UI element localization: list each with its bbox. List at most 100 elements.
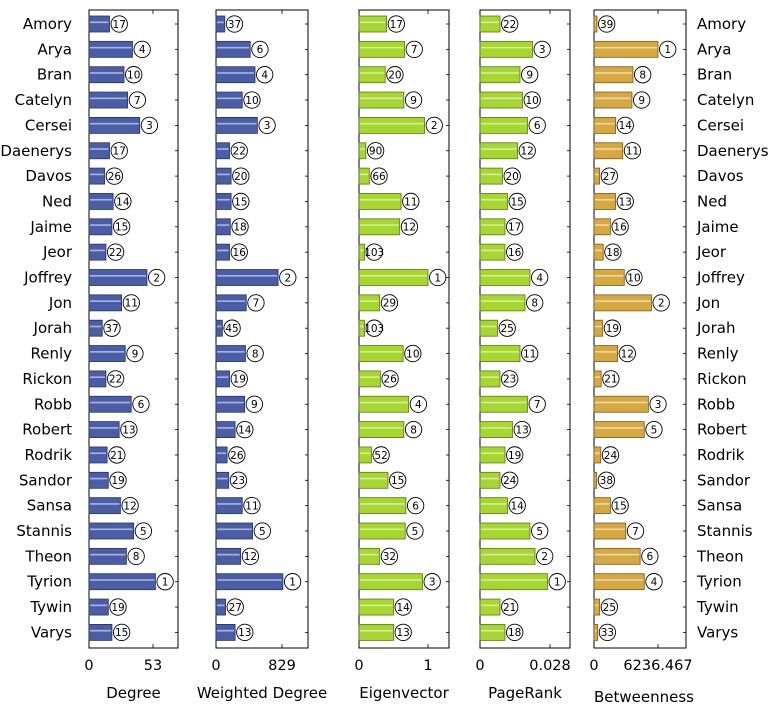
bar-highlight	[595, 46, 657, 49]
rank-label: 6	[534, 120, 541, 132]
rank-label: 13	[516, 424, 529, 436]
rank-label: 7	[134, 95, 141, 107]
rank-label: 9	[410, 95, 417, 107]
bar	[358, 395, 410, 413]
rank-circle	[134, 522, 153, 540]
panel-betweenness: 3918914112713161810219122135243815764253…	[589, 9, 694, 706]
rank-label: 22	[109, 374, 122, 386]
rank-circle	[498, 319, 516, 337]
rank-label: 14	[116, 196, 130, 208]
category-label-right: Jorah	[696, 319, 735, 337]
bar	[479, 66, 521, 84]
rank-label: 26	[108, 171, 122, 183]
category-label-left: Sansa	[27, 497, 72, 515]
bar	[88, 598, 109, 616]
rank-label: 22	[109, 247, 122, 259]
rank-label: 19	[606, 323, 619, 335]
bar-highlight	[360, 528, 405, 531]
rank-label: 9	[638, 95, 645, 107]
bar	[479, 40, 533, 58]
bar	[593, 91, 633, 109]
rank-label: 4	[261, 70, 268, 82]
bar-highlight	[217, 275, 278, 277]
rank-circle	[518, 142, 536, 160]
bar-highlight	[217, 122, 257, 125]
rank-circle	[114, 192, 132, 211]
bar	[88, 497, 121, 515]
rank-circle	[394, 598, 412, 616]
bar	[593, 421, 645, 439]
rank-label: 90	[369, 146, 382, 158]
bar-highlight	[595, 376, 601, 378]
rank-label: 1	[434, 272, 441, 284]
rank-label: 12	[244, 551, 257, 563]
bar-highlight	[595, 148, 622, 150]
category-label-right: Amory	[697, 15, 746, 33]
bar	[479, 370, 501, 388]
x-tick-label: 0	[211, 658, 220, 674]
bar	[88, 218, 113, 236]
bar-highlight	[595, 97, 631, 100]
rank-label: 21	[110, 450, 123, 462]
x-tick-label: 6236.467	[623, 658, 692, 674]
rank-circle	[105, 167, 124, 185]
bar-highlight	[217, 452, 227, 455]
rank-circle	[121, 496, 139, 515]
bar-highlight	[90, 452, 107, 455]
rank-label: 37	[228, 19, 241, 31]
bar-highlight	[481, 97, 522, 100]
bar	[593, 522, 627, 540]
x-tick-label: 0	[354, 658, 363, 674]
rank-label: 12	[521, 146, 534, 158]
rank-circle	[128, 91, 146, 109]
rank-label: 16	[613, 222, 627, 234]
rank-label: 4	[651, 577, 658, 589]
rank-circle	[380, 547, 399, 565]
category-label-right: Stannis	[697, 522, 753, 540]
rank-circle	[598, 15, 616, 33]
bar-highlight	[595, 173, 599, 176]
rank-label: 15	[613, 500, 626, 512]
rank-label: 9	[132, 348, 139, 360]
category-label-left: Rodrik	[25, 446, 73, 464]
bar-highlight	[360, 503, 405, 505]
rank-label: 12	[621, 348, 634, 360]
bar	[88, 66, 125, 84]
rank-label: 18	[508, 627, 521, 639]
bar-highlight	[90, 477, 108, 480]
bar	[358, 167, 370, 185]
rank-label: 38	[600, 475, 613, 487]
bar	[593, 218, 611, 236]
rank-circle	[423, 573, 441, 591]
bar	[88, 319, 103, 337]
rank-circle	[536, 547, 554, 565]
rank-label: 1	[554, 577, 561, 589]
rank-label: 26	[383, 374, 397, 386]
rank-circle	[616, 116, 634, 135]
category-label-left: Tyrion	[26, 573, 72, 591]
rank-label: 13	[397, 627, 410, 639]
rank-label: 3	[539, 44, 546, 56]
rank-circle	[112, 218, 131, 236]
bar	[479, 547, 536, 565]
rank-label: 22	[233, 146, 246, 158]
category-label-left: Cersei	[25, 116, 72, 134]
x-tick-label: 0	[475, 658, 484, 674]
bar-highlight	[595, 300, 651, 302]
rank-circle	[623, 142, 642, 160]
bar-highlight	[481, 503, 507, 505]
rank-circle	[125, 66, 143, 84]
bar-highlight	[217, 477, 228, 480]
bar	[358, 573, 423, 591]
bar	[593, 40, 659, 58]
rank-label: 10	[245, 95, 258, 107]
rank-circle	[110, 142, 128, 160]
bar	[358, 294, 381, 312]
rank-circle	[236, 623, 254, 642]
rank-label: 7	[632, 526, 639, 538]
bar-highlight	[360, 173, 369, 176]
bar	[593, 345, 619, 362]
bar-highlight	[217, 579, 282, 581]
rank-circle	[236, 420, 254, 439]
